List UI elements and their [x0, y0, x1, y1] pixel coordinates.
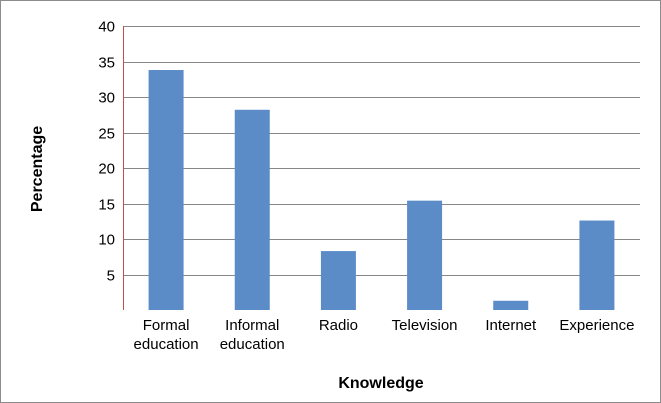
- bar: [579, 220, 615, 310]
- y-tick-label: 10: [98, 232, 115, 249]
- x-tick-label: education: [134, 336, 199, 353]
- x-axis-title: Knowledge: [338, 375, 423, 392]
- bar: [320, 251, 356, 310]
- y-tick-label: 5: [107, 268, 115, 285]
- x-tick-label: Informal: [225, 317, 279, 334]
- x-tick-label: Experience: [559, 317, 634, 334]
- gridlines: [123, 26, 640, 310]
- y-tick-label: 25: [98, 126, 115, 143]
- y-tick-labels: 5 10 15 20 25 30 35 40: [98, 19, 115, 285]
- y-tick-label: 20: [98, 161, 115, 178]
- y-tick-label: 30: [98, 90, 115, 107]
- bar: [148, 70, 184, 311]
- y-axis-title: Percentage: [29, 126, 46, 212]
- x-tick-label: Radio: [319, 317, 358, 334]
- x-tick-label: education: [220, 336, 285, 353]
- y-tick-label: 35: [98, 55, 115, 72]
- bar: [407, 200, 443, 310]
- bar: [234, 109, 270, 310]
- x-tick-label: Television: [392, 317, 458, 334]
- x-tick-labels: Formal education Informal education Radio Tel…: [134, 317, 635, 353]
- y-tick-label: 15: [98, 197, 115, 214]
- bars: [148, 70, 615, 311]
- y-tick-label: 40: [98, 19, 115, 36]
- x-tick-label: Formal: [143, 317, 190, 334]
- x-tick-label: Internet: [485, 317, 537, 334]
- bar: [493, 300, 529, 310]
